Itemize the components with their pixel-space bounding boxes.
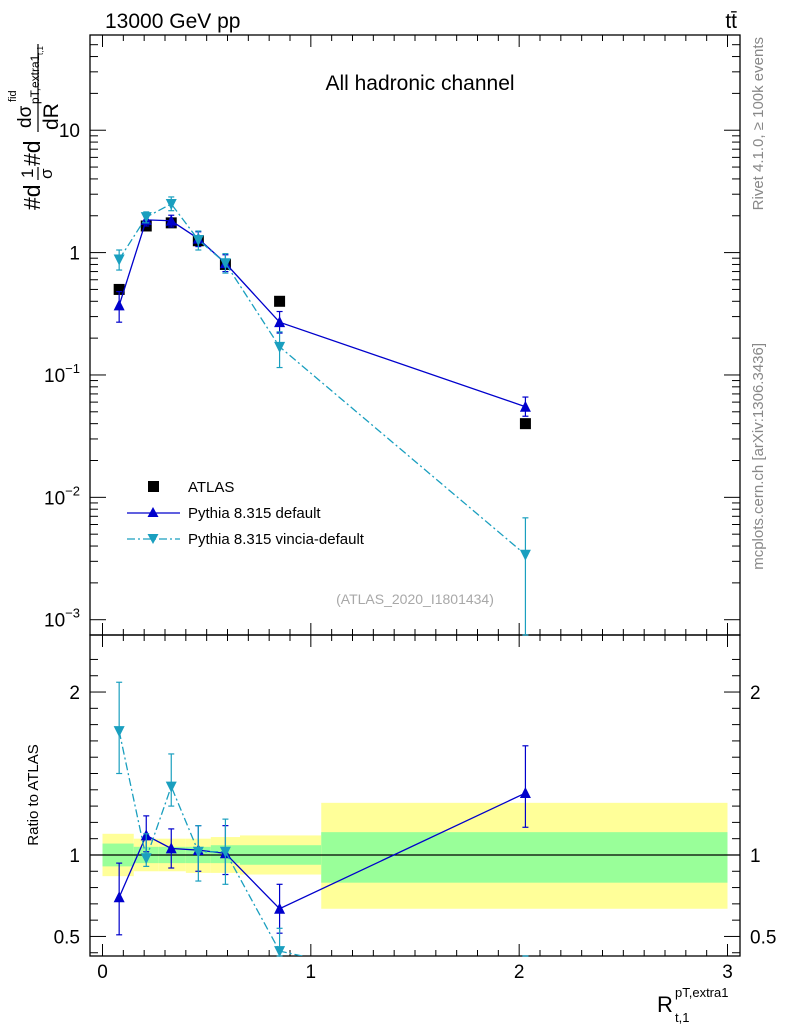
rivet-label: Rivet 4.1.0, ≥ 100k events bbox=[750, 37, 767, 210]
legend-marker-default bbox=[127, 507, 180, 517]
atlas-point-5 bbox=[274, 295, 286, 307]
main-point-1-2 bbox=[165, 214, 177, 226]
energy-label: 13000 GeV pp bbox=[105, 10, 240, 33]
ratio-point-1-1 bbox=[140, 853, 152, 865]
ratio-point-1-5 bbox=[274, 946, 286, 958]
analysis-watermark: (ATLAS_2020_I1801434) bbox=[336, 591, 494, 607]
y-tick-label: 10−1 bbox=[44, 361, 80, 387]
main-line-1 bbox=[118, 219, 526, 408]
ratio-y-axis-label: Ratio to ATLAS bbox=[25, 744, 42, 845]
main-point-2-3 bbox=[192, 234, 204, 246]
atlas-point-0 bbox=[113, 283, 125, 295]
ratio-point-0-0 bbox=[113, 891, 125, 903]
main-point-2-1 bbox=[140, 212, 152, 224]
ratio-y-tick-label-right: 1 bbox=[750, 846, 761, 867]
svg-text:pT,extra1: pT,extra1 bbox=[28, 54, 42, 104]
x-tick-label-3: 3 bbox=[722, 962, 733, 983]
svg-text:dσ: dσ bbox=[15, 105, 36, 128]
legend-label-vincia: Pythia 8.315 vincia-default bbox=[188, 531, 365, 548]
x-axis-label: R t,1 pT,extra1 bbox=[657, 985, 728, 1024]
x-tick-label-2: 2 bbox=[514, 962, 525, 983]
chart-title: All hadronic channel bbox=[325, 72, 514, 95]
ratio-y-tick-label-right: 2 bbox=[750, 683, 761, 704]
process-label: tt̄ bbox=[725, 10, 737, 33]
svg-text:pT,extra1: pT,extra1 bbox=[675, 985, 728, 1000]
legend: ATLAS Pythia 8.315 default Pythia 8.315 … bbox=[127, 479, 365, 548]
ratio-point-1-3 bbox=[192, 846, 204, 858]
main-point-2-2 bbox=[165, 198, 177, 210]
ratio-point-1-0 bbox=[113, 726, 125, 738]
svg-text:1: 1 bbox=[18, 169, 37, 178]
legend-marker-atlas bbox=[148, 481, 159, 492]
svg-text:#d: #d bbox=[19, 184, 45, 210]
axis-tick-labels: 0 1 2 3 10−3 10−2 10−1 1 10 0.5 0.5 1 1 2 2 bbox=[44, 121, 776, 983]
ratio-uncertainty-bands bbox=[90, 802, 740, 909]
ratio-y-tick-label-left: 2 bbox=[69, 683, 80, 704]
main-line-2 bbox=[118, 203, 526, 556]
ratio-point-1-4 bbox=[219, 846, 231, 858]
ratio-point-0-5 bbox=[274, 902, 286, 914]
y-tick-label: 10 bbox=[59, 121, 80, 142]
legend-label-default: Pythia 8.315 default bbox=[188, 505, 321, 522]
ratio-y-tick-label-right: 0.5 bbox=[750, 927, 776, 948]
y-tick-label: 10−3 bbox=[44, 606, 80, 632]
data-marks bbox=[113, 196, 531, 958]
ratio-y-tick-label-left: 0.5 bbox=[54, 927, 80, 948]
main-point-2-6 bbox=[519, 549, 531, 561]
svg-text:#d: #d bbox=[19, 140, 45, 166]
ratio-point-0-2 bbox=[165, 842, 177, 854]
y-axis-label: #d 1 σ #d dσ fid pT,extra1 t,1 dR bbox=[7, 44, 63, 210]
x-tick-label-1: 1 bbox=[306, 962, 317, 983]
band-inner-6 bbox=[321, 832, 728, 883]
main-point-1-5 bbox=[274, 316, 286, 328]
main-point-1-6 bbox=[519, 400, 531, 412]
svg-text:t,1: t,1 bbox=[675, 1010, 689, 1024]
mcplots-label: mcplots.cern.ch [arXiv:1306.3436] bbox=[750, 343, 767, 570]
svg-text:t,1: t,1 bbox=[36, 46, 45, 55]
atlas-point-6 bbox=[519, 418, 531, 430]
legend-marker-vincia bbox=[127, 534, 180, 544]
svg-text:R: R bbox=[657, 992, 673, 1017]
ratio-point-1-2 bbox=[165, 781, 177, 793]
main-point-2-4 bbox=[219, 258, 231, 270]
axis-ticks bbox=[90, 34, 740, 956]
svg-text:σ: σ bbox=[37, 168, 56, 179]
ratio-point-0-6 bbox=[519, 787, 531, 799]
main-point-1-0 bbox=[113, 299, 125, 311]
main-point-2-0 bbox=[113, 254, 125, 266]
y-tick-label: 1 bbox=[69, 244, 80, 265]
y-tick-label: 10−2 bbox=[44, 483, 80, 509]
svg-text:dR: dR bbox=[40, 103, 63, 130]
x-tick-label-0: 0 bbox=[97, 962, 108, 983]
main-point-2-5 bbox=[274, 341, 286, 353]
ratio-y-tick-label-left: 1 bbox=[69, 846, 80, 867]
legend-label-atlas: ATLAS bbox=[188, 479, 234, 496]
svg-text:fid: fid bbox=[7, 90, 19, 102]
